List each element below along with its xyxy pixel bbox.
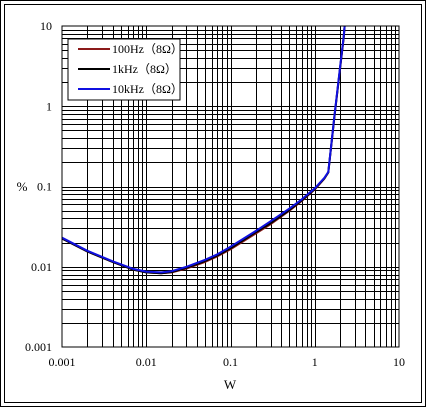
y-tick-label: 1 [46, 99, 52, 113]
x-tick-labels: 0.001 0.01 0.1 1 10 [49, 355, 406, 369]
y-tick-labels: 0.001 0.01 0.1 1 10 [25, 19, 52, 354]
legend: 100Hz（8Ω） 1kHz（8Ω） 10kHz（8Ω） [67, 38, 183, 101]
plot-border [61, 25, 400, 348]
y-tick-label: 0.01 [31, 260, 52, 274]
y-tick-label: 0.1 [37, 180, 52, 194]
series-line-2 [62, 26, 346, 274]
y-tick-label: 0.001 [25, 340, 52, 354]
x-axis-label: W [224, 377, 237, 392]
series-lines [62, 26, 346, 275]
x-tick-label: 1 [312, 355, 318, 369]
y-axis-label: % [17, 179, 28, 194]
legend-label-1khz: 1kHz（8Ω） [112, 62, 177, 76]
x-tick-label: 0.01 [136, 355, 157, 369]
x-tick-label: 0.1 [223, 355, 238, 369]
x-tick-label: 10 [393, 355, 405, 369]
inner-frame [4, 4, 422, 403]
legend-label-100hz: 100Hz（8Ω） [112, 42, 183, 56]
legend-label-10khz: 10kHz（8Ω） [112, 82, 183, 96]
y-tick-label: 10 [40, 19, 52, 33]
x-tick-label: 0.001 [49, 355, 76, 369]
